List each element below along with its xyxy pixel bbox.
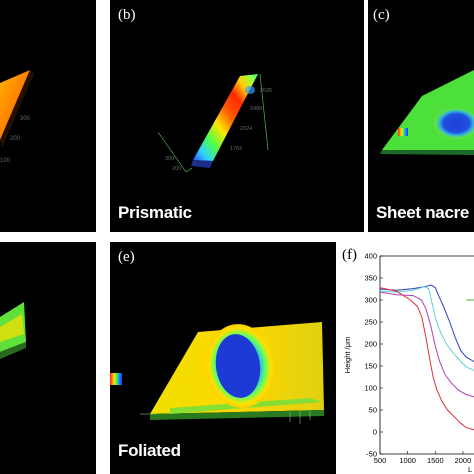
panel-c-caption: Sheet nacre: [376, 203, 470, 222]
svg-text:2024: 2024: [240, 126, 252, 132]
y-tick-label: 50: [369, 406, 377, 415]
x-tick-label: 500: [374, 456, 387, 465]
panel-b-surface: 2695 2488 2024 1762 300 200: [157, 73, 272, 173]
panel-c-surface: [380, 70, 474, 155]
panel-e-label: (e): [118, 249, 135, 265]
series-line-3: [379, 291, 474, 398]
y-tick-label: 300: [364, 296, 377, 305]
svg-text:300: 300: [165, 156, 174, 162]
y-tick-label: 0: [373, 428, 377, 437]
svg-text:1762: 1762: [230, 146, 242, 152]
panel-f-label: (f): [342, 247, 357, 263]
svg-text:2488: 2488: [250, 106, 262, 112]
panel-e-surface: [110, 322, 324, 424]
y-tick-label: 200: [364, 340, 377, 349]
panel-b-caption: Prismatic: [118, 203, 192, 222]
svg-text:200: 200: [172, 166, 181, 172]
panel-a-surface: 300 200 100: [0, 70, 34, 164]
panel-c: (c) Sheet nacre: [368, 0, 474, 232]
y-tick-label: 150: [364, 362, 377, 371]
panel-c-label: (c): [373, 7, 390, 23]
height-profile-chart: -50 0 50 100 150 200 250 300 350 400 500 1000 1500 20…: [343, 252, 474, 474]
color-scale-icon: [110, 373, 122, 385]
color-scale-icon: [398, 128, 408, 136]
panel-e: (e) Foliated: [110, 242, 364, 474]
x-axis-label: L: [468, 465, 472, 474]
series-line-4: [379, 287, 474, 431]
y-tick-label: 400: [364, 252, 377, 261]
panel-b-label: (b): [118, 7, 136, 23]
svg-text:300: 300: [20, 116, 31, 122]
svg-text:2695: 2695: [260, 88, 272, 94]
x-tick-label: 2000: [455, 456, 472, 465]
panel-a: 300 200 100: [0, 0, 96, 232]
series-line-2: [379, 286, 474, 371]
panel-e-caption: Foliated: [118, 441, 181, 460]
series-line-1: [379, 284, 474, 363]
svg-text:200: 200: [10, 136, 21, 142]
y-axis-label: Height /μm: [343, 337, 352, 373]
y-tick-label: 350: [364, 274, 377, 283]
y-tick-label: 250: [364, 318, 377, 327]
panel-d-surface: [0, 302, 26, 359]
panel-f: (f) -50 0 50 100 150 200 250 300 350 400 500 1000 15…: [336, 242, 474, 474]
panel-d: [0, 242, 96, 474]
x-tick-label: 1500: [427, 456, 444, 465]
x-tick-label: 1000: [399, 456, 416, 465]
panel-b: 2695 2488 2024 1762 300 200 (b) Prismati…: [110, 0, 364, 232]
y-tick-label: 100: [364, 384, 377, 393]
y-tick-label: -50: [366, 450, 377, 459]
svg-text:100: 100: [0, 158, 11, 164]
